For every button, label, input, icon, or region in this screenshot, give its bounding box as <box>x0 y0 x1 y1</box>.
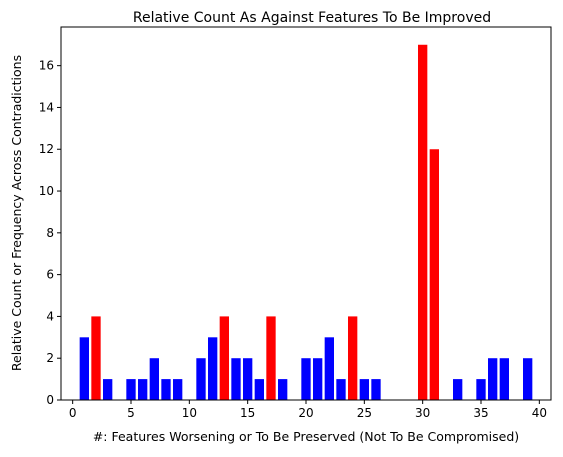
plot-frame <box>60 26 552 401</box>
bar-37 <box>499 358 509 400</box>
chart-title: Relative Count As Against Features To Be… <box>133 10 491 26</box>
bar-11 <box>196 358 206 400</box>
y-tick-label: 8 <box>46 226 54 240</box>
x-tick-label: 25 <box>357 406 372 420</box>
bar-30 <box>418 44 428 400</box>
x-tick-label: 35 <box>473 406 488 420</box>
y-axis: 0 2 4 6 8 10 12 14 16 <box>39 59 61 407</box>
y-tick-label: 16 <box>39 59 54 73</box>
bar-13 <box>219 316 229 400</box>
bar-26 <box>371 379 381 400</box>
plot-area <box>79 44 533 400</box>
bar-9 <box>173 379 183 400</box>
bar-22 <box>324 337 334 400</box>
y-tick-label: 14 <box>39 100 54 114</box>
bar-15 <box>243 358 253 400</box>
x-axis-label: #: Features Worsening or To Be Preserved… <box>93 429 519 444</box>
bar-5 <box>126 379 136 400</box>
bar-8 <box>161 379 171 400</box>
bar-39 <box>523 358 533 400</box>
y-axis-label: Relative Count or Frequency Across Contr… <box>9 55 24 371</box>
y-tick-label: 2 <box>46 351 54 365</box>
y-tick-label: 10 <box>39 184 54 198</box>
bar-17 <box>266 316 276 400</box>
bar-16 <box>254 379 264 400</box>
bar-23 <box>336 379 346 400</box>
x-tick-label: 5 <box>127 406 135 420</box>
bar-12 <box>208 337 218 400</box>
x-tick-label: 15 <box>240 406 255 420</box>
x-tick-label: 30 <box>415 406 430 420</box>
bar-14 <box>231 358 241 400</box>
bar-1 <box>79 337 89 400</box>
bar-21 <box>313 358 323 400</box>
bar-3 <box>103 379 113 400</box>
bar-33 <box>453 379 463 400</box>
bar-7 <box>149 358 159 400</box>
y-tick-label: 12 <box>39 142 54 156</box>
bar-6 <box>138 379 148 400</box>
x-tick-label: 10 <box>182 406 197 420</box>
bar-24 <box>348 316 358 400</box>
bar-35 <box>476 379 486 400</box>
x-tick-label: 40 <box>532 406 547 420</box>
y-tick-label: 0 <box>46 393 54 407</box>
bar-2 <box>91 316 101 400</box>
bar-20 <box>301 358 311 400</box>
bar-18 <box>278 379 288 400</box>
x-tick-label: 0 <box>69 406 77 420</box>
x-axis: 0 5 10 15 20 25 30 35 40 <box>69 400 547 420</box>
x-tick-label: 20 <box>298 406 313 420</box>
bar-25 <box>359 379 369 400</box>
y-tick-label: 6 <box>46 268 54 282</box>
bar-36 <box>488 358 498 400</box>
bar-31 <box>429 149 439 400</box>
y-tick-label: 4 <box>46 309 54 323</box>
